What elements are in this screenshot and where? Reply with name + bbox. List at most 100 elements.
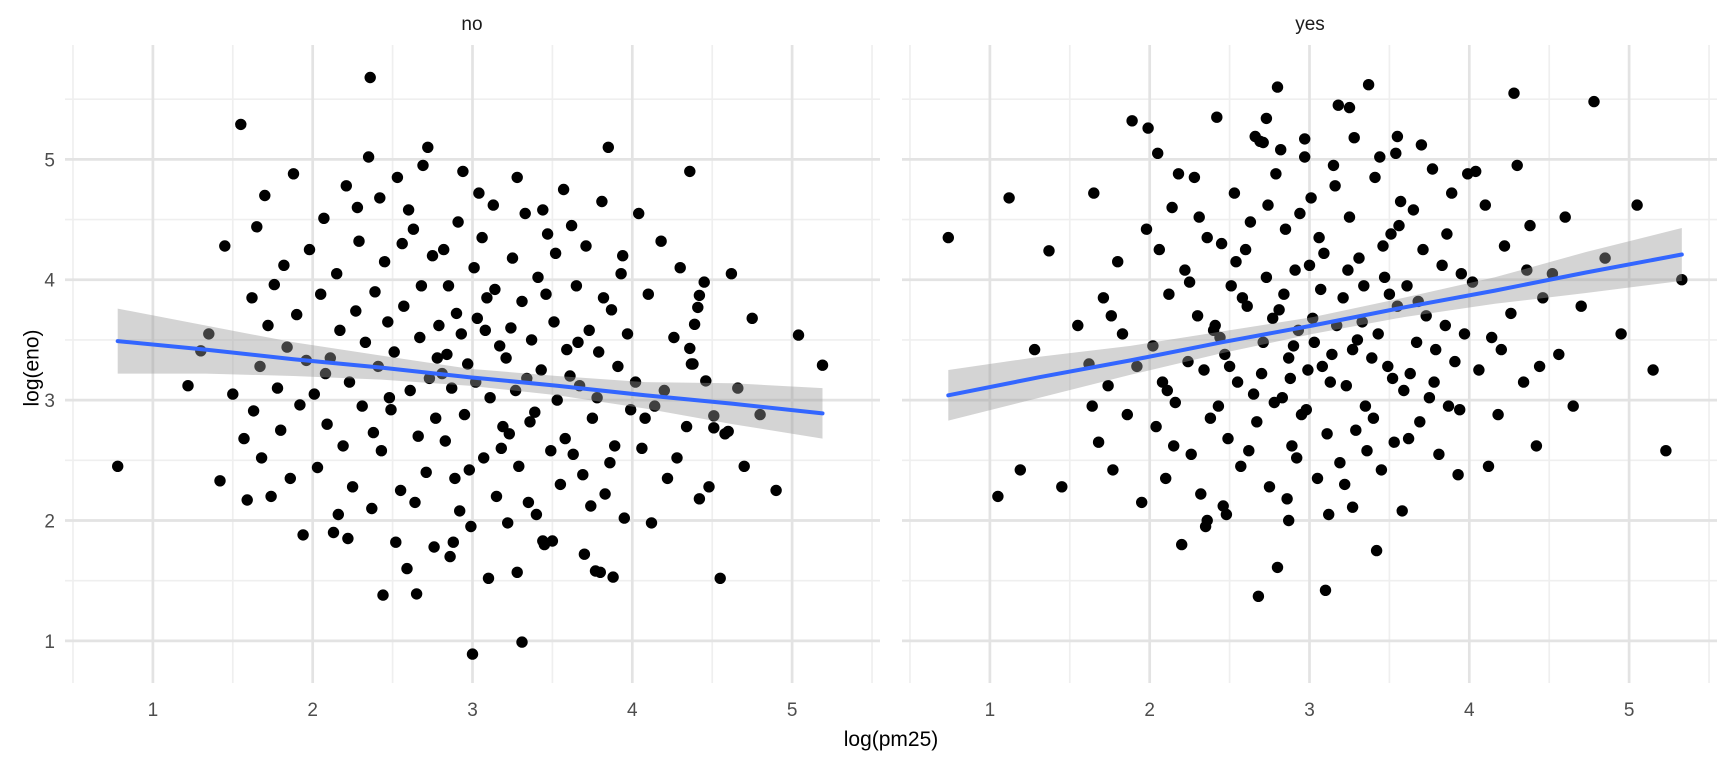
data-point [572,336,584,348]
data-point [1241,300,1253,312]
data-point [1407,204,1420,216]
data-point [268,278,280,291]
data-point [1404,367,1416,380]
data-point [698,276,710,288]
facet-panel-yes: 1 2 3 4 5 [902,45,1717,721]
data-point [604,457,616,469]
data-point [625,404,637,416]
data-point [495,442,507,454]
data-point [366,502,378,515]
data-point [1169,396,1182,409]
x-tick-label: 5 [1624,700,1635,721]
data-point [668,331,680,344]
data-point [1369,171,1381,184]
data-point [1003,192,1015,204]
data-point [1351,334,1364,346]
data-point [1575,300,1587,312]
y-tick-label: 3 [44,391,55,412]
data-point [446,382,458,394]
data-point [423,372,436,385]
data-point [1374,151,1386,163]
data-point [1402,432,1415,445]
data-point [1455,268,1468,280]
data-point [1142,122,1154,134]
data-point [1056,481,1068,493]
data-point [390,536,402,548]
data-point [700,375,712,387]
data-point [583,324,595,336]
data-point [1257,336,1269,348]
y-tick-label: 4 [44,271,55,292]
data-point [275,424,287,436]
data-point [452,216,464,228]
data-point [1394,195,1407,208]
data-point [473,187,485,199]
data-point [241,494,253,506]
data-point [596,195,608,208]
data-point [1337,292,1349,304]
data-point [1505,307,1517,320]
data-point [441,348,453,361]
data-point [1660,445,1672,457]
data-point [1088,187,1100,199]
data-point [466,648,479,660]
data-point [1339,478,1351,491]
data-point [374,192,386,204]
data-point [1201,231,1213,244]
data-point [1533,360,1546,373]
data-point [487,199,499,211]
data-point [1334,457,1346,469]
data-point [468,262,480,274]
data-point [1097,292,1110,304]
data-point [1275,144,1287,156]
data-point [356,400,368,412]
data-point [278,259,290,271]
data-point [415,280,428,292]
data-point [410,588,423,600]
data-point [505,322,517,334]
data-point [482,572,495,584]
data-point [407,223,420,235]
data-point [1188,171,1201,184]
data-point [463,464,475,476]
data-point [369,286,381,298]
data-point [388,346,400,358]
data-point [1299,133,1311,145]
data-point [1442,400,1455,412]
data-point [524,416,536,428]
data-point [1553,348,1565,361]
data-point [708,410,720,422]
data-point [1342,264,1354,276]
data-point [1305,192,1317,204]
data-point [1086,400,1098,412]
data-point [594,566,606,578]
data-point [414,331,426,344]
data-point [516,295,528,308]
data-point [247,405,260,417]
data-point [1262,199,1274,211]
data-point [564,370,576,382]
data-point [1382,360,1394,373]
data-point [612,360,624,373]
data-point [1271,561,1284,574]
data-point [1308,336,1321,348]
data-point [546,535,559,547]
data-point [394,484,407,497]
data-point [1414,416,1426,428]
data-point [1287,340,1300,352]
data-point [1230,256,1242,268]
data-point [1361,445,1373,457]
data-point [442,280,455,292]
data-point [254,360,266,373]
data-point [1326,348,1338,361]
data-point [327,526,340,539]
data-point [462,358,474,370]
data-point [1378,271,1391,283]
data-point [816,359,829,371]
data-point [1247,388,1260,400]
data-point [661,472,674,485]
data-point [577,469,589,481]
data-point [522,496,535,509]
data-point [1495,343,1508,356]
data-point [1479,199,1492,211]
